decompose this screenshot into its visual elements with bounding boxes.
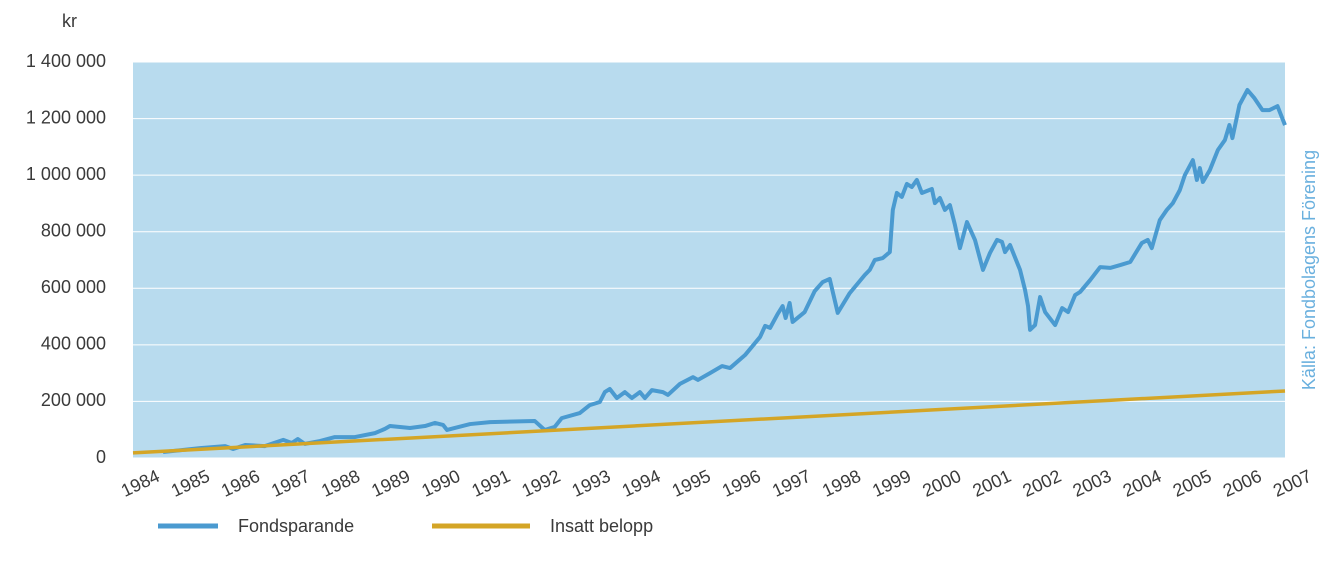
x-tick-label: 1998 bbox=[819, 466, 864, 501]
x-tick-label: 1987 bbox=[268, 466, 313, 501]
x-tick-label: 2002 bbox=[1020, 466, 1065, 501]
source: Källa: Fondbolagens Förening bbox=[1299, 150, 1319, 390]
x-tick-label: 1993 bbox=[569, 466, 614, 501]
x-tick-label: 2004 bbox=[1120, 466, 1165, 501]
y-tick-label: 400 000 bbox=[41, 334, 106, 354]
x-tick-label: 1984 bbox=[118, 466, 163, 501]
legend-label: Fondsparande bbox=[238, 516, 354, 536]
y-tick-label: 1 000 000 bbox=[26, 164, 106, 184]
data-line bbox=[132, 389, 1286, 455]
y-tick-label: 200 000 bbox=[41, 390, 106, 410]
x-tick-label: 1990 bbox=[418, 466, 463, 501]
x-tick-label: 1991 bbox=[469, 466, 514, 501]
plot-background bbox=[133, 62, 1285, 458]
x-tick-label: 1989 bbox=[368, 466, 413, 501]
x-tick-label: 1996 bbox=[719, 466, 764, 501]
x-tick-label: 1985 bbox=[168, 466, 213, 501]
x-tick-label: 2003 bbox=[1070, 466, 1115, 501]
data-line bbox=[162, 88, 1287, 455]
x-tick-label: 1999 bbox=[869, 466, 914, 501]
x-tick-label: 2007 bbox=[1270, 466, 1315, 501]
x-tick-label: 1992 bbox=[519, 466, 564, 501]
x-tick-label: 1994 bbox=[619, 466, 664, 501]
y-tick-label: 0 bbox=[96, 447, 106, 467]
x-tick-label: 1997 bbox=[769, 466, 814, 501]
x-tick-label: 2005 bbox=[1170, 466, 1215, 501]
x-tick-label: 1995 bbox=[669, 466, 714, 501]
y-tick-label: 1 400 000 bbox=[26, 51, 106, 71]
y-axis-label: kr bbox=[62, 11, 77, 31]
x-tick-label: 1986 bbox=[218, 466, 263, 501]
y-tick-label: 800 000 bbox=[41, 220, 106, 240]
x-tick-label: 2000 bbox=[919, 466, 964, 501]
y-tick-label: 1 200 000 bbox=[26, 107, 106, 127]
y-tick-label: 600 000 bbox=[41, 277, 106, 297]
x-tick-label: 2001 bbox=[969, 466, 1014, 501]
x-tick-label: 2006 bbox=[1220, 466, 1265, 501]
x-tick-label: 1988 bbox=[318, 466, 363, 501]
legend-label: Insatt belopp bbox=[550, 516, 653, 536]
